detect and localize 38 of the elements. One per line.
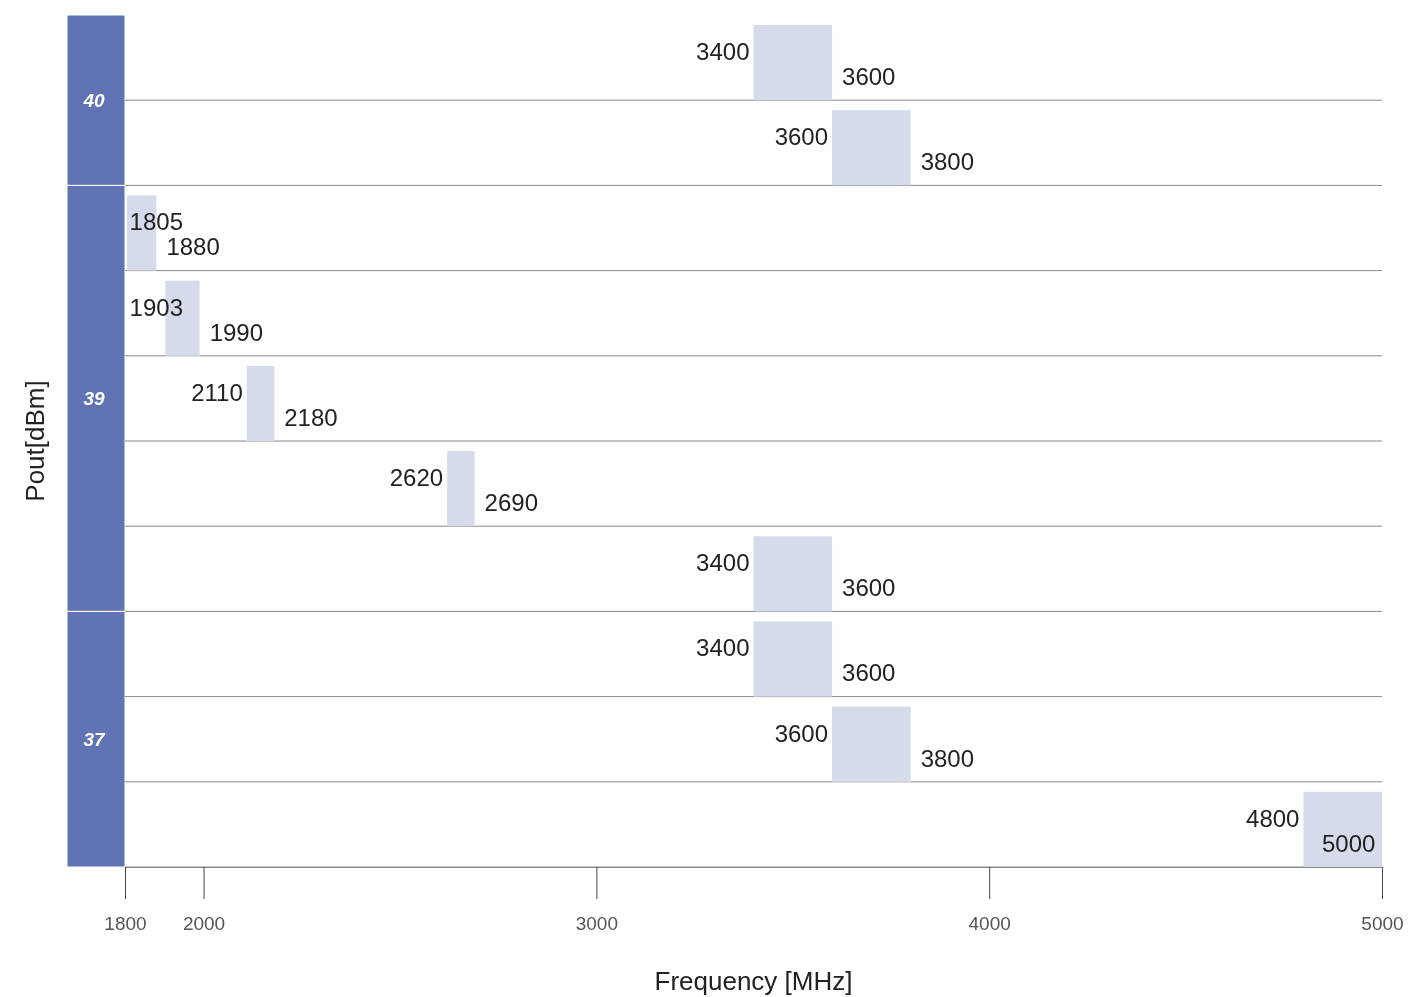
- annotation: 1903: [129, 293, 183, 321]
- annotation: 3400: [696, 549, 750, 577]
- x-tick-label: 2000: [182, 913, 226, 935]
- x-axis-title: Frequency [MHz]: [654, 966, 853, 996]
- x-tick-label: 4000: [968, 913, 1011, 935]
- annotation: 3600: [842, 63, 896, 90]
- annotation: 2180: [284, 403, 338, 431]
- x-tick-label: 5000: [1361, 913, 1404, 935]
- x-tick-label: 3000: [575, 913, 619, 935]
- bar: [1303, 791, 1382, 867]
- bar: [753, 25, 833, 101]
- annotation: 2620: [389, 464, 444, 491]
- annotation: 2690: [484, 489, 538, 516]
- annotation: 3800: [920, 744, 975, 772]
- annotation: 4800: [1246, 804, 1300, 832]
- annotation: 3600: [842, 659, 896, 687]
- y-axis-title: Pout[dBm]: [20, 380, 50, 502]
- annotation: 1805: [129, 208, 183, 236]
- bar: [832, 706, 911, 782]
- annotation: 3600: [774, 719, 829, 747]
- annotation: 2110: [191, 378, 243, 406]
- annotation: 1880: [166, 233, 220, 261]
- bar: [447, 451, 475, 527]
- bar: [753, 536, 833, 612]
- text: 37: [83, 729, 106, 751]
- bar: [753, 621, 833, 697]
- text: 39: [83, 388, 105, 410]
- annotation: 3400: [696, 38, 750, 65]
- annotation: 3600: [842, 574, 896, 602]
- annotation: 1990: [209, 318, 264, 346]
- bar: [246, 365, 275, 441]
- annotation: 5000: [1322, 829, 1376, 857]
- annotation: 3800: [920, 148, 975, 176]
- x-tick-label: 1800: [104, 913, 147, 935]
- annotation: 3400: [696, 634, 750, 662]
- text: 40: [82, 90, 105, 112]
- annotation: 3600: [774, 123, 829, 151]
- bar: [832, 110, 911, 186]
